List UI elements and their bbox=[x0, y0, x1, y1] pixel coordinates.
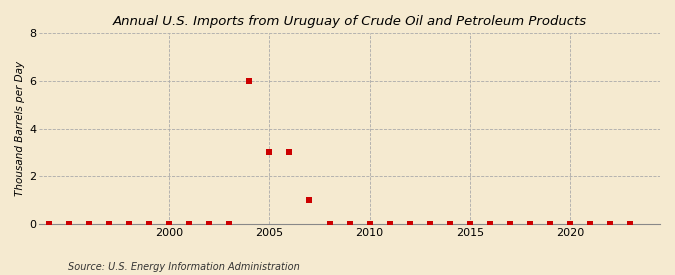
Point bbox=[224, 222, 235, 226]
Point bbox=[624, 222, 635, 226]
Point bbox=[124, 222, 134, 226]
Point bbox=[384, 222, 395, 226]
Point bbox=[344, 222, 355, 226]
Text: Source: U.S. Energy Information Administration: Source: U.S. Energy Information Administ… bbox=[68, 262, 299, 272]
Y-axis label: Thousand Barrels per Day: Thousand Barrels per Day bbox=[15, 61, 25, 196]
Point bbox=[63, 222, 74, 226]
Point bbox=[545, 222, 556, 226]
Point bbox=[304, 198, 315, 202]
Point bbox=[144, 222, 155, 226]
Point bbox=[444, 222, 455, 226]
Point bbox=[485, 222, 495, 226]
Point bbox=[264, 150, 275, 155]
Point bbox=[324, 222, 335, 226]
Point bbox=[404, 222, 415, 226]
Point bbox=[504, 222, 515, 226]
Point bbox=[164, 222, 175, 226]
Point bbox=[464, 222, 475, 226]
Point bbox=[585, 222, 595, 226]
Point bbox=[204, 222, 215, 226]
Point bbox=[605, 222, 616, 226]
Point bbox=[104, 222, 115, 226]
Point bbox=[284, 150, 295, 155]
Point bbox=[524, 222, 535, 226]
Point bbox=[425, 222, 435, 226]
Point bbox=[564, 222, 575, 226]
Point bbox=[184, 222, 194, 226]
Point bbox=[44, 222, 55, 226]
Title: Annual U.S. Imports from Uruguay of Crude Oil and Petroleum Products: Annual U.S. Imports from Uruguay of Crud… bbox=[113, 15, 587, 28]
Point bbox=[244, 79, 254, 83]
Point bbox=[84, 222, 95, 226]
Point bbox=[364, 222, 375, 226]
